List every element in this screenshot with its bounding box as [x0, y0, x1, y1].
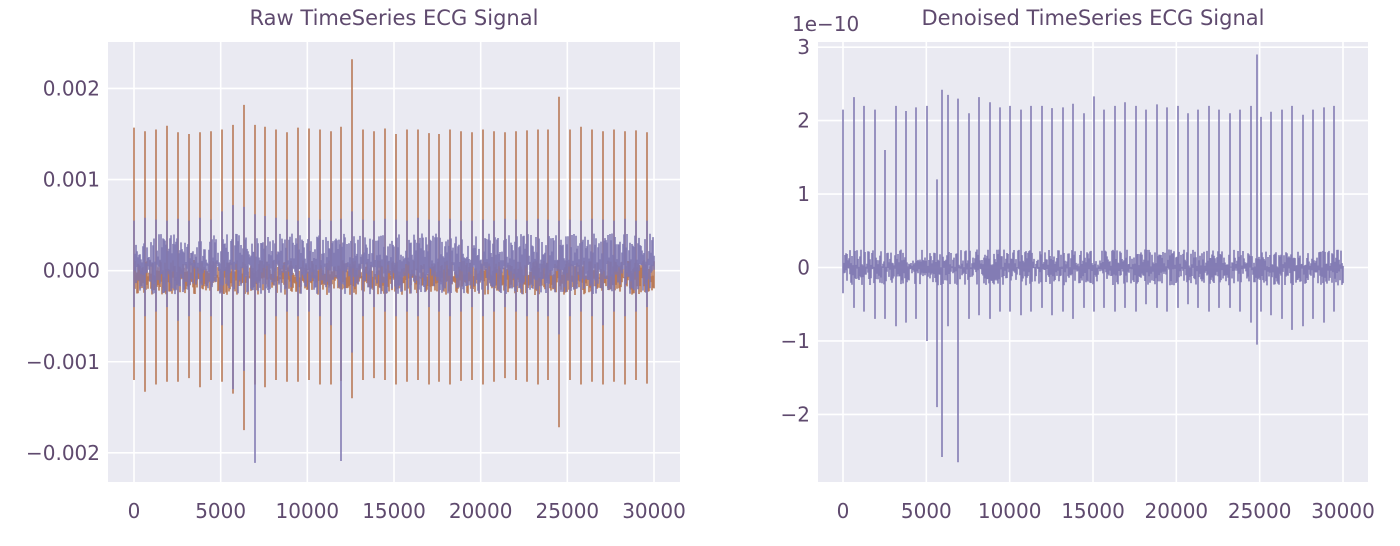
- x-tick-label: 15000: [362, 499, 426, 523]
- y-offset-label: 1e−10: [792, 12, 860, 36]
- y-tick-label: −2: [781, 402, 810, 426]
- raw-chart-title: Raw TimeSeries ECG Signal: [249, 6, 539, 30]
- x-tick-label: 15000: [1061, 499, 1125, 523]
- x-tick-label: 0: [128, 499, 141, 523]
- y-tick-label: 3: [797, 35, 810, 59]
- y-tick-label: −1: [781, 329, 810, 353]
- x-tick-label: 30000: [622, 499, 686, 523]
- y-tick-label: 2: [797, 109, 810, 133]
- y-tick-label: 0.002: [43, 76, 100, 100]
- x-tick-label: 5000: [901, 499, 952, 523]
- x-tick-label: 25000: [536, 499, 600, 523]
- y-tick-label: −0.001: [26, 350, 100, 374]
- x-tick-label: 10000: [978, 499, 1042, 523]
- denoised-chart-title: Denoised TimeSeries ECG Signal: [921, 6, 1265, 30]
- x-tick-label: 10000: [276, 499, 340, 523]
- x-tick-label: 25000: [1228, 499, 1292, 523]
- y-tick-label: 0.000: [43, 259, 100, 283]
- x-tick-label: 0: [837, 499, 850, 523]
- x-tick-label: 20000: [449, 499, 513, 523]
- denoised-ecg-plot: 0 5000 10000 15000 20000 25000 30000 −2 −1 0 1 2 3: [781, 35, 1375, 523]
- x-tick-label: 5000: [195, 499, 246, 523]
- y-tick-label: −0.002: [26, 441, 100, 465]
- denoised-ecg-chart: Denoised TimeSeries ECG Signal 1e−10 0 50…: [700, 0, 1400, 546]
- y-tick-label: 1: [797, 182, 810, 206]
- raw-ecg-plot: 0 5000 10000 15000 20000 25000 30000 −0.002 −0.0…: [26, 42, 686, 523]
- x-tick-label: 30000: [1311, 499, 1375, 523]
- raw-ecg-chart: Raw TimeSeries ECG Signal 0 5000 10000 1500…: [26, 6, 686, 523]
- x-tick-label: 20000: [1145, 499, 1209, 523]
- y-tick-label: 0.001: [43, 168, 100, 192]
- series-line-2: [133, 205, 655, 463]
- y-tick-label: 0: [797, 256, 810, 280]
- series-line-1: [842, 54, 1344, 463]
